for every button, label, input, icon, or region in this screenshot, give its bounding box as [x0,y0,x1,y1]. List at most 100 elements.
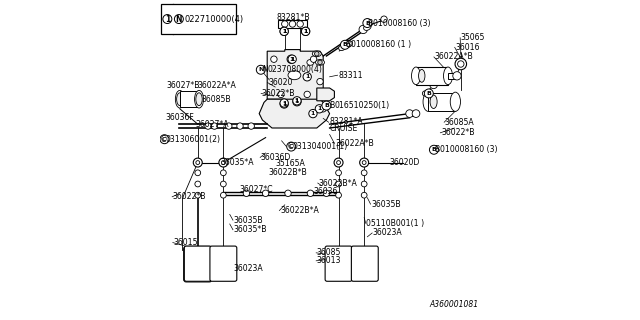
Text: B: B [431,147,436,152]
Circle shape [301,27,310,36]
Circle shape [301,27,310,36]
Circle shape [282,21,288,27]
Circle shape [285,190,291,196]
Text: 1: 1 [164,14,170,24]
Circle shape [362,161,366,164]
Circle shape [317,78,323,85]
Text: 36027*B: 36027*B [166,81,200,90]
Text: 1: 1 [303,29,308,34]
Circle shape [248,123,254,129]
Circle shape [205,123,211,129]
Circle shape [307,190,314,196]
Ellipse shape [345,41,353,47]
Text: 36085: 36085 [317,248,341,257]
Bar [416,67,448,85]
Polygon shape [317,88,334,101]
Text: C: C [161,135,166,144]
Bar [161,4,237,34]
Text: 1: 1 [289,57,293,62]
Circle shape [322,101,331,110]
Ellipse shape [175,91,184,108]
Text: 031304001(1): 031304001(1) [292,142,348,151]
Circle shape [289,21,296,27]
Circle shape [193,158,202,167]
Circle shape [361,181,367,187]
Ellipse shape [419,69,425,82]
Text: 010008160 (3): 010008160 (3) [372,19,430,28]
Text: 36036: 36036 [313,187,337,196]
Circle shape [430,81,438,89]
Circle shape [160,135,169,144]
Circle shape [211,123,218,129]
Polygon shape [268,50,323,102]
Text: 1: 1 [295,98,299,103]
Circle shape [292,98,301,106]
Circle shape [280,27,288,36]
Circle shape [287,142,296,151]
Text: 1: 1 [295,99,299,104]
Bar [180,91,199,107]
Ellipse shape [196,93,202,106]
Circle shape [195,181,201,187]
Circle shape [320,106,326,112]
Circle shape [361,170,367,176]
Text: 016510250(1): 016510250(1) [334,101,389,110]
FancyBboxPatch shape [351,246,378,281]
Ellipse shape [195,91,204,108]
Text: 36022B*A: 36022B*A [280,206,319,215]
Text: N: N [175,14,182,24]
Ellipse shape [312,51,321,57]
Ellipse shape [339,44,346,51]
Circle shape [220,170,227,176]
Circle shape [237,123,243,129]
Circle shape [424,89,433,98]
Text: 1: 1 [303,29,308,34]
Circle shape [243,190,250,196]
Text: 1: 1 [305,74,309,79]
Circle shape [315,105,324,113]
Text: 1: 1 [282,29,286,34]
Text: 05110B001(1 ): 05110B001(1 ) [366,219,424,228]
FancyBboxPatch shape [184,246,212,282]
Bar [448,73,458,79]
Circle shape [458,61,464,67]
Circle shape [361,192,367,198]
Circle shape [334,158,343,167]
Circle shape [271,56,277,62]
Text: CRUISE: CRUISE [330,124,358,132]
Ellipse shape [451,92,461,111]
Text: 36016: 36016 [456,43,480,52]
Ellipse shape [316,60,324,65]
Circle shape [336,181,342,187]
Ellipse shape [288,71,301,80]
Text: C: C [162,137,167,142]
Text: N: N [258,67,264,72]
Circle shape [174,15,184,24]
Circle shape [256,65,266,74]
Text: 023708000(4): 023708000(4) [268,65,322,74]
Circle shape [221,161,225,164]
Circle shape [280,99,288,107]
Circle shape [310,56,317,62]
Circle shape [219,158,228,167]
Bar [278,20,307,28]
Ellipse shape [444,67,452,85]
Circle shape [340,40,349,49]
Text: 031306001(2): 031306001(2) [166,135,221,144]
Circle shape [360,158,369,167]
Text: 36036F: 36036F [166,113,195,122]
Circle shape [336,170,342,176]
Text: 36027*A: 36027*A [195,120,228,129]
Text: 36022A*B: 36022A*B [435,52,474,61]
Circle shape [381,16,387,22]
Text: 36022*B: 36022*B [262,89,295,98]
Text: 83311: 83311 [339,71,363,80]
Circle shape [412,110,420,117]
Bar [428,93,456,111]
Text: 36036D: 36036D [261,153,291,162]
Ellipse shape [364,24,371,30]
Circle shape [308,109,317,118]
Circle shape [163,15,172,24]
Circle shape [262,190,269,196]
Ellipse shape [423,92,433,111]
